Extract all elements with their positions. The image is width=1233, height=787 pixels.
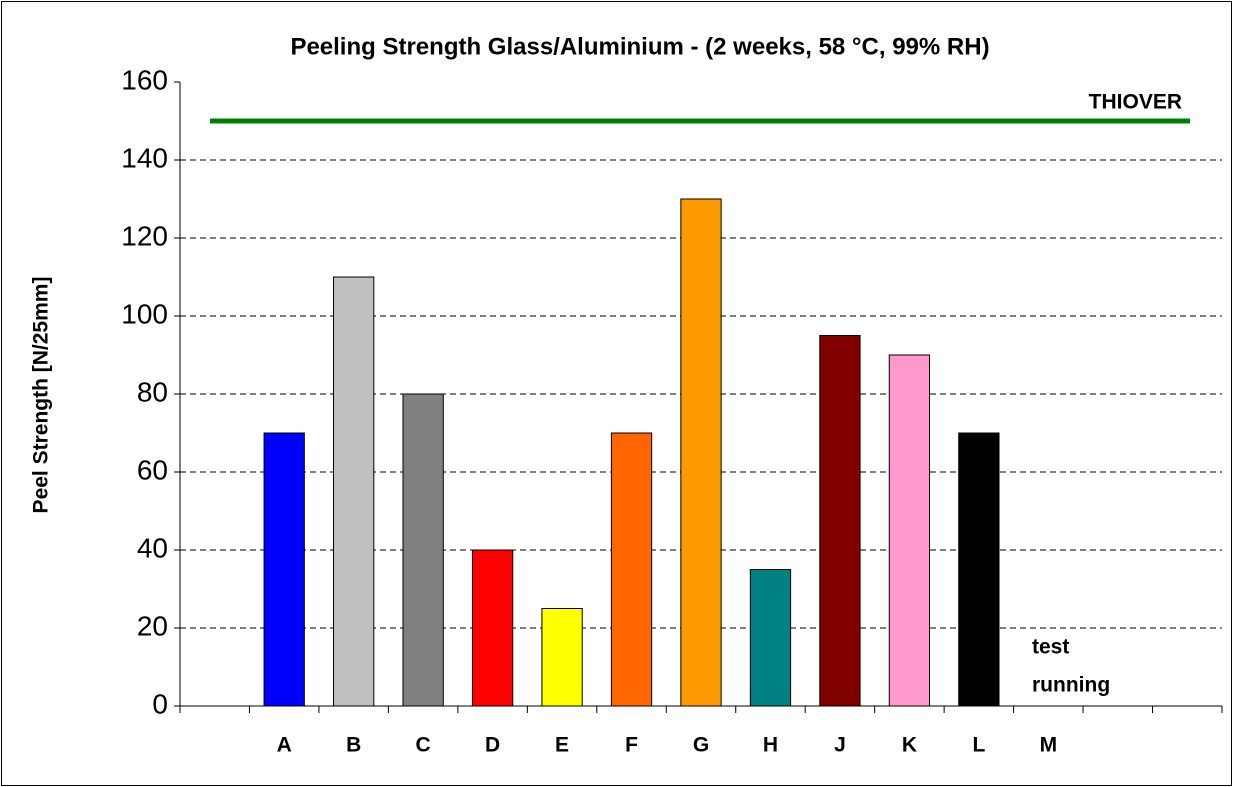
bar [888,354,931,707]
bar [541,608,583,707]
x-tick-label: L [972,734,985,757]
annotation: running [1032,674,1110,697]
x-tick-label: M [1040,734,1058,757]
y-tick-label: 20 [137,610,168,641]
chart-title: Peeling Strength Glass/Aluminium - (2 we… [290,33,989,60]
bar [749,569,792,707]
annotation: test [1032,636,1069,659]
x-tick-label: E [555,734,569,757]
y-axis-label: Peel Strength [N/25mm] [30,277,53,514]
x-tick-label: A [277,734,292,757]
y-tick-label: 60 [137,454,168,485]
y-tick-label: 100 [121,298,168,329]
bar [471,549,514,707]
bar [402,393,444,707]
y-tick-label: 160 [121,64,168,95]
bar [263,432,305,707]
x-tick-label: K [902,734,917,757]
x-tick-label: D [485,734,500,757]
x-tick-label: G [693,734,709,757]
bar [958,432,1000,707]
y-tick-label: 80 [137,376,168,407]
bar [819,335,861,707]
bar [610,432,653,707]
y-tick-label: 40 [137,532,168,563]
bar [333,276,375,707]
x-tick-label: C [416,734,431,757]
x-tick-label: H [763,734,778,757]
y-tick-label: 140 [121,142,168,173]
x-tick-label: F [625,734,638,757]
y-tick-label: 120 [121,220,168,251]
y-tick-label: 0 [152,688,168,719]
reference-label: THIOVER [1089,91,1182,114]
x-tick-label: J [834,734,846,757]
bar [680,198,722,707]
x-tick-label: B [346,734,361,757]
